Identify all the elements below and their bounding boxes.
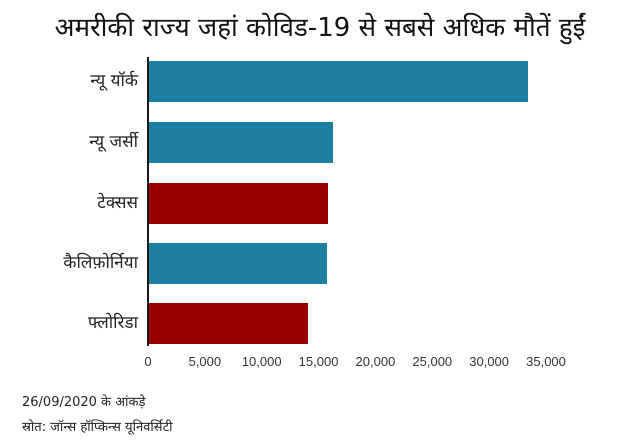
category-label: फ्लोरिडा: [87, 313, 138, 333]
x-tick-label: 15,000: [298, 354, 339, 369]
bar: [149, 183, 328, 224]
bar: [149, 303, 308, 344]
x-tick-label: 5,000: [188, 354, 222, 369]
source-note: स्रोत: जॉन्स हॉप्किन्स यूनिवर्सिटी: [22, 420, 173, 435]
chart-title: अमरीकी राज्य जहां कोविड-19 से सबसे अधिक …: [54, 13, 586, 43]
y-axis-line: [147, 57, 149, 346]
bar: [149, 243, 327, 284]
bar: [149, 122, 333, 163]
category-label: न्यू यॉर्क: [90, 71, 138, 91]
category-label: न्यू जर्सी: [89, 132, 138, 152]
category-label: टेक्सस: [97, 193, 138, 213]
x-tick-label: 30,000: [469, 354, 510, 369]
category-label: कैलिफ़ोर्निया: [63, 253, 138, 273]
x-tick-label: 25,000: [412, 354, 453, 369]
bar: [149, 61, 528, 102]
x-tick-label: 20,000: [355, 354, 396, 369]
x-tick-label: 0: [144, 354, 152, 369]
data-date-note: 26/09/2020 के आंकड़े: [22, 395, 146, 410]
x-tick-label: 10,000: [241, 354, 282, 369]
x-tick-label: 35,000: [526, 354, 566, 369]
